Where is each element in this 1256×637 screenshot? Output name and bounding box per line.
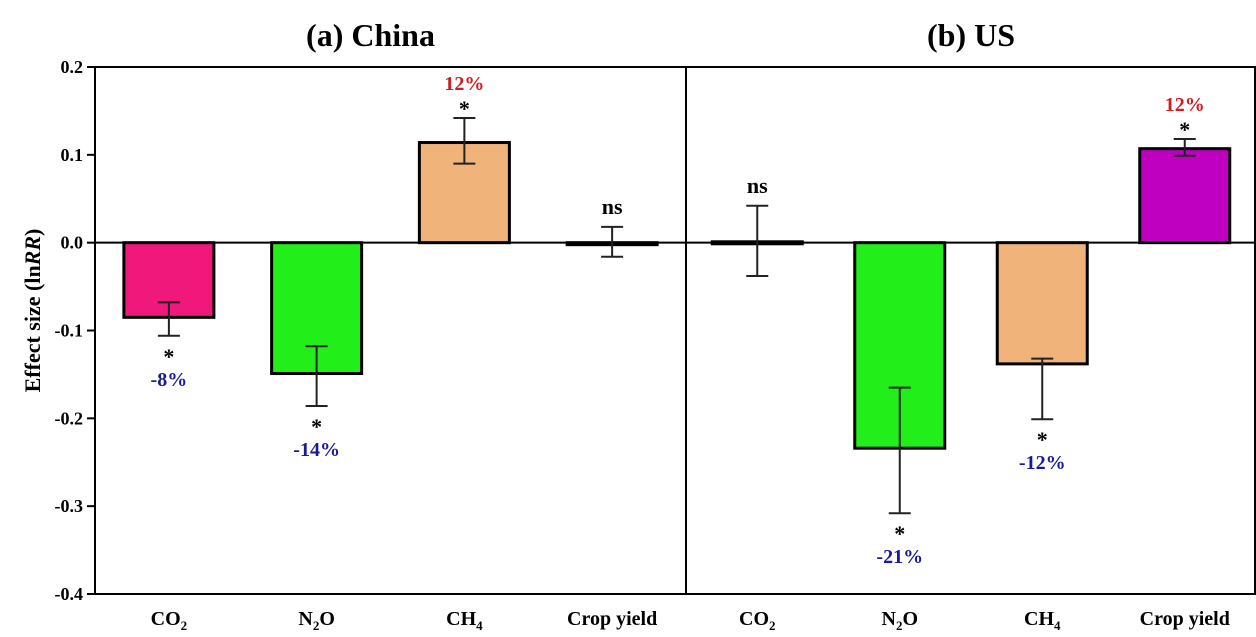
- significance-star: *: [1179, 117, 1190, 142]
- category-label: CO2: [739, 608, 776, 633]
- percent-change-label: -21%: [876, 546, 923, 568]
- significance-star: *: [1037, 427, 1048, 452]
- category-label: CH4: [1024, 608, 1061, 633]
- percent-change-label: -8%: [151, 369, 188, 391]
- significance-label: ns: [602, 194, 623, 219]
- y-tick-label: 0.1: [61, 145, 84, 165]
- percent-change-label: 12%: [1165, 94, 1205, 116]
- category-label: N2O: [298, 608, 335, 633]
- percent-change-label: -12%: [1019, 452, 1066, 474]
- y-tick-label: 0.2: [61, 57, 84, 77]
- y-tick-label: -0.1: [55, 321, 84, 341]
- y-tick-label: 0.0: [61, 233, 84, 253]
- panel-title: (a) China: [306, 17, 435, 53]
- significance-star: *: [311, 414, 322, 439]
- bar: [995, 241, 1089, 366]
- y-tick-label: -0.3: [55, 496, 84, 516]
- panel-title: (b) US: [927, 17, 1015, 53]
- bar: [1138, 147, 1232, 245]
- percent-change-label: 12%: [444, 73, 484, 95]
- category-label: CO2: [151, 608, 188, 633]
- category-label: Crop yield: [1140, 608, 1230, 630]
- y-tick-label: -0.4: [55, 584, 84, 604]
- significance-star: *: [459, 96, 470, 121]
- category-label: Crop yield: [567, 608, 657, 630]
- y-tick-label: -0.2: [55, 408, 84, 428]
- significance-star: *: [894, 521, 905, 546]
- y-axis-label: Effect size (lnRR): [20, 229, 45, 393]
- category-label: CH4: [446, 608, 483, 633]
- category-label: N2O: [881, 608, 918, 633]
- significance-star: *: [163, 344, 174, 369]
- percent-change-label: -14%: [293, 439, 340, 461]
- significance-label: ns: [747, 173, 768, 198]
